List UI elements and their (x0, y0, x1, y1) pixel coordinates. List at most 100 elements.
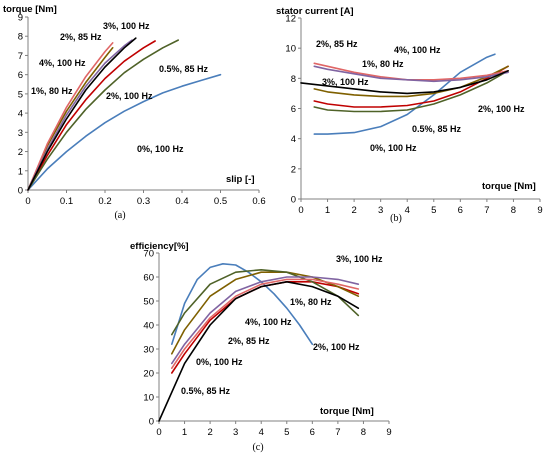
y-tick-label: 0 (149, 417, 154, 428)
y-axis-label: stator current [A] (276, 6, 354, 17)
x-axis-label: torque [Nm] (482, 181, 536, 192)
series-line-4-100-hz (27, 37, 137, 191)
y-tick-label: 0 (18, 186, 23, 197)
series-line-0-100-hz (313, 53, 496, 135)
panel-label: (b) (390, 213, 402, 224)
y-tick-label: 2 (18, 147, 23, 158)
series-annotation: 2%, 85 Hz (316, 39, 358, 49)
chart-panel-1: 0 1 2 3 4 5 6 7 8 9 0 0.1 0.2 0.3 0.4 0.5 0.6 torque [Nm]… (3, 4, 266, 221)
x-tick-label: 9 (537, 205, 542, 216)
x-tick-label: 1 (325, 205, 330, 216)
y-tick-label: 6 (291, 104, 296, 115)
series-annotation: 2%, 100 Hz (478, 104, 525, 114)
y-tick-label: 3 (18, 128, 23, 139)
x-tick-label: 3 (378, 205, 383, 216)
x-tick-label: 9 (386, 427, 391, 438)
series-annotation: 0.5%, 85 Hz (181, 386, 231, 396)
series-line-0-5-85-hz (27, 40, 156, 191)
y-tick-label: 7 (18, 51, 23, 62)
y-tick-label: 4 (291, 134, 296, 145)
series-line-3-100-hz (313, 65, 509, 83)
series-line-2-85-hz (27, 42, 114, 191)
y-tick-label: 5 (18, 89, 23, 100)
series-annotation: 0%, 100 Hz (196, 357, 243, 367)
x-tick-label: 0 (156, 427, 161, 438)
x-tick-label: 7 (484, 205, 489, 216)
series-line-4-100-hz (300, 70, 509, 95)
x-tick-label: 0.2 (98, 196, 111, 207)
x-tick-label: 0.5 (214, 196, 227, 207)
series-annotation: 2%, 100 Hz (313, 342, 360, 352)
y-tick-label: 8 (291, 74, 296, 85)
y-tick-label: 0 (291, 195, 296, 206)
x-tick-label: 3 (233, 427, 238, 438)
series-annotation: 4%, 100 Hz (39, 58, 86, 68)
x-tick-label: 5 (284, 427, 289, 438)
series-annotation: 4%, 100 Hz (394, 45, 441, 55)
y-tick-label: 20 (143, 369, 154, 380)
y-axis-label: efficiency[%] (130, 241, 189, 252)
x-tick-label: 4 (405, 205, 410, 216)
series-annotation: 3%, 100 Hz (103, 21, 150, 31)
y-tick-label: 2 (291, 164, 296, 175)
series-annotation: 2%, 85 Hz (228, 336, 270, 346)
x-tick-label: 5 (431, 205, 436, 216)
x-tick-label: 8 (361, 427, 366, 438)
y-tick-label: 9 (18, 13, 23, 24)
series-annotation: 2%, 85 Hz (60, 32, 102, 42)
y-tick-label: 10 (143, 393, 154, 404)
series-annotation: 1%, 80 Hz (290, 297, 332, 307)
panel-label: (c) (252, 442, 263, 453)
series-line-0-100-hz (27, 73, 222, 191)
x-tick-label: 0.6 (252, 196, 265, 207)
x-tick-label: 0.4 (175, 196, 188, 207)
y-tick-label: 4 (18, 109, 23, 120)
x-axis-label: torque [Nm] (320, 406, 374, 417)
series-annotation: 1%, 80 Hz (362, 59, 404, 69)
series-annotation: 0%, 100 Hz (137, 144, 184, 154)
series-line-3-100-hz (27, 39, 133, 191)
series-annotation: 1%, 80 Hz (31, 86, 73, 96)
x-tick-label: 0 (25, 196, 30, 207)
chart-panel-3: 0 10 20 30 40 50 60 70 0 1 2 3 4 5 6 7 8 9 efficiency[%] to… (130, 241, 392, 453)
x-tick-label: 4 (259, 427, 264, 438)
y-tick-label: 10 (285, 44, 296, 55)
series-annotation: 0.5%, 85 Hz (159, 64, 209, 74)
series-line-3-100-hz (171, 276, 360, 365)
x-tick-label: 0 (298, 205, 303, 216)
x-axis-label: slip [-] (226, 174, 255, 185)
y-tick-label: 12 (285, 14, 296, 25)
series-annotation: 4%, 100 Hz (245, 317, 292, 327)
series-annotation: 0.5%, 85 Hz (412, 124, 462, 134)
y-tick-label: 70 (143, 249, 154, 260)
series-annotation: 0%, 100 Hz (370, 143, 417, 153)
x-tick-label: 0.3 (137, 196, 150, 207)
x-tick-label: 6 (310, 427, 315, 438)
y-tick-label: 1 (18, 166, 23, 177)
panel-label: (a) (114, 210, 125, 221)
y-axis-label: torque [Nm] (3, 4, 57, 15)
series-line-2-100-hz (313, 70, 509, 113)
series-line-1-80-hz (313, 65, 509, 98)
series-annotation: 3%, 100 Hz (336, 254, 383, 264)
series-line-4-100-hz (158, 280, 360, 422)
series-line-2-85-hz (171, 278, 360, 370)
x-tick-label: 2 (351, 205, 356, 216)
series-line-2-100-hz (27, 39, 179, 191)
x-tick-label: 8 (511, 205, 516, 216)
x-tick-label: 6 (458, 205, 463, 216)
y-tick-label: 50 (143, 297, 154, 308)
series-annotation: 2%, 100 Hz (106, 91, 153, 101)
y-tick-label: 6 (18, 70, 23, 81)
y-tick-label: 30 (143, 345, 154, 356)
series-line-0-100-hz (171, 262, 314, 346)
series-annotation: 3%, 100 Hz (322, 77, 369, 87)
x-tick-label: 0.1 (60, 196, 73, 207)
x-tick-label: 2 (207, 427, 212, 438)
y-tick-label: 8 (18, 32, 23, 43)
x-tick-label: 7 (335, 427, 340, 438)
y-tick-label: 40 (143, 321, 154, 332)
y-tick-label: 60 (143, 273, 154, 284)
